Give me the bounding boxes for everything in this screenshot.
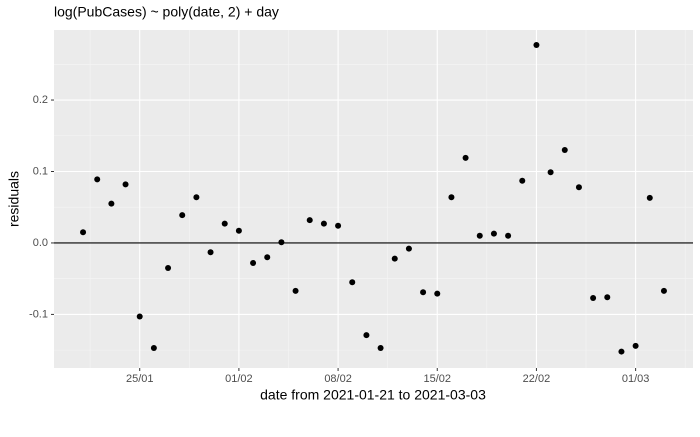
point xyxy=(207,249,214,256)
panel xyxy=(54,30,693,368)
point xyxy=(547,169,554,176)
point xyxy=(533,42,540,49)
y-tick-label: 0.1 xyxy=(33,165,48,177)
point xyxy=(292,287,299,294)
point xyxy=(264,254,271,261)
x-tick-label: 15/02 xyxy=(423,373,451,385)
point xyxy=(94,176,101,183)
y-axis-label: residuals xyxy=(6,171,22,227)
x-tick-label: 01/02 xyxy=(225,373,253,385)
point xyxy=(490,230,497,237)
point xyxy=(632,342,639,349)
point xyxy=(590,294,597,301)
point xyxy=(150,344,157,351)
point xyxy=(80,229,87,236)
point xyxy=(561,147,568,154)
x-axis-label: date from 2021-01-21 to 2021-03-03 xyxy=(260,387,486,403)
point xyxy=(235,227,242,234)
point xyxy=(618,348,625,355)
point xyxy=(320,220,327,227)
x-tick-label: 22/02 xyxy=(523,373,551,385)
point xyxy=(349,279,356,286)
x-tick-label: 01/03 xyxy=(622,373,650,385)
point xyxy=(377,344,384,351)
point xyxy=(122,181,129,188)
point xyxy=(136,313,143,320)
x-tick-label: 08/02 xyxy=(324,373,352,385)
point xyxy=(604,294,611,301)
y-tick-label: 0.0 xyxy=(33,237,48,249)
point xyxy=(193,194,200,201)
point xyxy=(420,289,427,296)
point xyxy=(335,222,342,229)
point xyxy=(462,154,469,161)
point xyxy=(646,194,653,201)
chart-title: log(PubCases) ~ poly(date, 2) + day xyxy=(54,4,279,20)
point xyxy=(476,232,483,239)
point xyxy=(250,259,257,266)
point xyxy=(405,245,412,252)
point xyxy=(519,177,526,184)
point xyxy=(179,212,186,219)
y-tick-label: 0.2 xyxy=(33,94,48,106)
point xyxy=(505,232,512,239)
point xyxy=(221,220,228,227)
point xyxy=(448,194,455,201)
point xyxy=(391,255,398,262)
point xyxy=(575,184,582,191)
point xyxy=(434,290,441,297)
point xyxy=(660,287,667,294)
point xyxy=(108,200,115,207)
point xyxy=(306,217,313,224)
point xyxy=(278,239,285,246)
x-tick-label: 25/01 xyxy=(126,373,154,385)
point xyxy=(363,332,370,339)
y-tick-label: -0.1 xyxy=(29,308,48,320)
point xyxy=(165,264,172,271)
